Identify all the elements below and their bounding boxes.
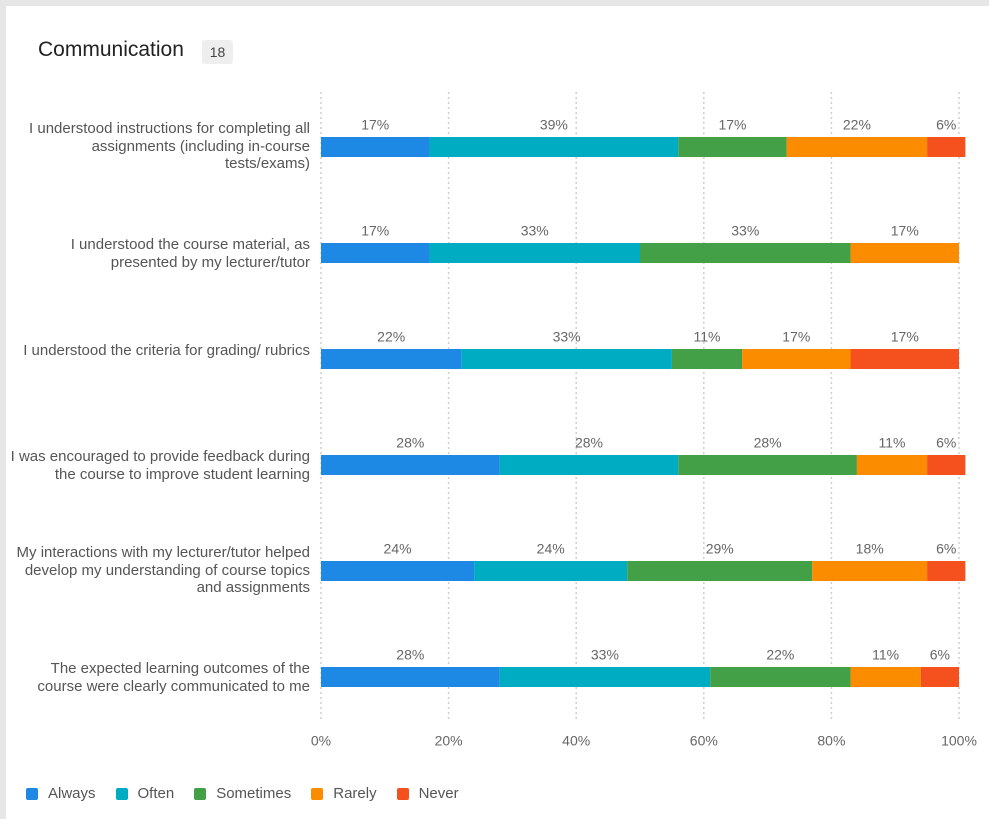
bar-segment <box>321 243 430 263</box>
data-label: 11% <box>879 435 906 451</box>
data-label: 33% <box>553 329 581 345</box>
data-label: 17% <box>361 223 389 239</box>
x-tick-label: 80% <box>817 733 845 749</box>
bar-segment <box>321 349 462 369</box>
bar-segment <box>627 561 813 581</box>
data-label: 24% <box>384 541 412 557</box>
bar-segment <box>742 349 851 369</box>
bar-segment <box>474 561 628 581</box>
bar-segment <box>850 243 959 263</box>
data-label: 22% <box>843 117 871 133</box>
bar-segment <box>678 137 787 157</box>
data-label: 28% <box>754 435 782 451</box>
bar-segment <box>499 667 711 687</box>
data-label: 6% <box>930 647 950 663</box>
bar-segment <box>812 561 928 581</box>
legend-label: Rarely <box>333 785 377 802</box>
bar-segment <box>321 667 500 687</box>
data-label: 6% <box>936 541 956 557</box>
legend-swatch <box>311 787 324 800</box>
category-label: I understood the course material, as pre… <box>70 236 310 271</box>
bar-segment <box>710 667 851 687</box>
data-label: 28% <box>575 435 603 451</box>
x-tick-label: 60% <box>690 733 718 749</box>
bar-segment <box>927 561 966 581</box>
bar-segment <box>850 349 959 369</box>
legend: Always Often Sometimes Rarely Never <box>26 785 479 802</box>
category-label: I understood instructions for completing… <box>29 120 310 172</box>
data-label: 24% <box>537 541 565 557</box>
bar-segment <box>927 455 966 475</box>
data-label: 22% <box>377 329 405 345</box>
x-tick-label: 0% <box>311 733 331 749</box>
bar-segment <box>321 561 475 581</box>
legend-item: Never <box>396 785 459 802</box>
data-label: 17% <box>718 117 746 133</box>
legend-swatch <box>396 787 409 800</box>
data-label: 11% <box>693 329 720 345</box>
bar-segment <box>786 137 928 157</box>
legend-swatch <box>194 787 207 800</box>
data-label: 18% <box>856 541 884 557</box>
chart: 0% 20% 40% 60% 80% 100% 17% 39% 17% 22% 6% 17% 33% 33… <box>311 92 977 749</box>
data-label: 17% <box>782 329 810 345</box>
bar-segment <box>429 137 679 157</box>
bar-segment <box>461 349 672 369</box>
data-label: 29% <box>706 541 734 557</box>
data-label: 39% <box>540 117 568 133</box>
data-label: 17% <box>361 117 389 133</box>
category-label: I was encouraged to provide feedback dur… <box>10 448 310 483</box>
bar-segment <box>850 667 921 687</box>
legend-swatch <box>115 787 128 800</box>
category-label: The expected learning outcomes of the co… <box>37 660 310 695</box>
data-label: 28% <box>396 435 424 451</box>
data-label: 11% <box>872 647 899 663</box>
bar-segment <box>499 455 679 475</box>
bar-segment <box>671 349 743 369</box>
x-tick-label: 20% <box>435 733 463 749</box>
bar-segment <box>856 455 928 475</box>
bar-segment <box>429 243 640 263</box>
legend-label: Always <box>48 785 96 802</box>
data-label: 17% <box>891 329 919 345</box>
bar-segment <box>640 243 851 263</box>
card: Communication 18 0% 20% 40% 60% 80% 100% 17% 39… <box>6 6 989 819</box>
chart-title: Communication <box>38 38 184 61</box>
legend-swatch <box>26 787 38 800</box>
data-label: 33% <box>591 647 619 663</box>
legend-label: Often <box>137 785 175 802</box>
bar-segment <box>321 455 500 475</box>
x-tick-label: 40% <box>562 733 590 749</box>
bar-segment <box>927 137 966 157</box>
data-label: 33% <box>731 223 759 239</box>
x-tick-label: 100% <box>941 733 977 749</box>
count-badge: 18 <box>202 40 233 64</box>
legend-label: Sometimes <box>216 785 292 802</box>
legend-label: Never <box>418 785 459 802</box>
data-label: 6% <box>936 117 956 133</box>
bar-segment <box>321 137 430 157</box>
legend-item: Sometimes <box>194 785 291 802</box>
legend-item: Rarely <box>311 785 377 802</box>
bar-segment <box>678 455 857 475</box>
data-label: 22% <box>766 647 794 663</box>
data-label: 6% <box>936 435 956 451</box>
category-label: My interactions with my lecturer/tutor h… <box>16 544 310 596</box>
legend-item: Always <box>26 785 96 802</box>
category-label: I understood the criteria for grading/ r… <box>23 342 310 359</box>
data-label: 17% <box>891 223 919 239</box>
data-label: 33% <box>521 223 549 239</box>
legend-item: Often <box>115 785 175 802</box>
data-label: 28% <box>396 647 424 663</box>
bar-segment <box>920 667 959 687</box>
